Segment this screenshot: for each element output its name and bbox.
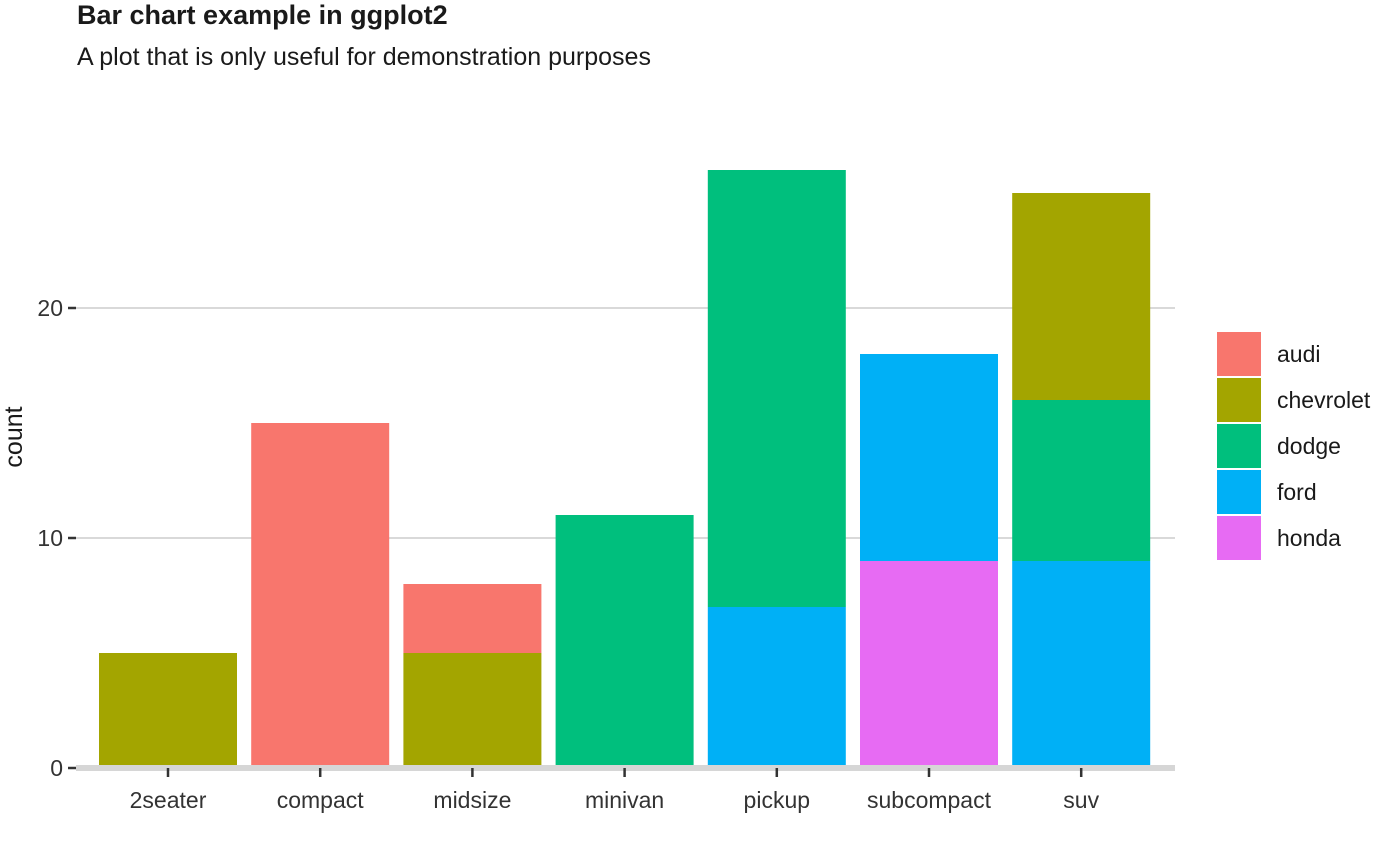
legend-swatch-honda	[1217, 516, 1261, 560]
legend-item-dodge: dodge	[1217, 424, 1341, 468]
chart-subtitle: A plot that is only useful for demonstra…	[77, 43, 651, 71]
bar-subcompact-ford	[860, 354, 998, 561]
legend-label-ford: ford	[1277, 479, 1317, 505]
legend-item-honda: honda	[1217, 516, 1341, 560]
bar-subcompact-honda	[860, 561, 998, 768]
x-tick-label-minivan: minivan	[585, 787, 664, 813]
legend-swatch-ford	[1217, 470, 1261, 514]
x-tick-label-pickup: pickup	[744, 787, 810, 813]
bar-minivan-dodge	[555, 515, 694, 768]
legend-item-chevrolet: chevrolet	[1217, 378, 1371, 422]
bars	[99, 170, 1151, 768]
x-tick-label-suv: suv	[1063, 787, 1099, 813]
legend-label-audi: audi	[1277, 341, 1320, 367]
bar-pickup-ford	[707, 607, 846, 768]
legend-label-chevrolet: chevrolet	[1277, 387, 1371, 413]
x-tick-label-compact: compact	[277, 787, 365, 813]
legend: audi chevrolet dodge ford honda	[1217, 332, 1371, 560]
x-tick-label-midsize: midsize	[433, 787, 511, 813]
legend-item-audi: audi	[1217, 332, 1320, 376]
bar-suv-dodge	[1012, 400, 1151, 561]
legend-swatch-chevrolet	[1217, 378, 1261, 422]
bar-2seater-chevrolet	[99, 653, 237, 768]
bar-midsize-chevrolet	[403, 653, 542, 768]
bar-suv-chevrolet	[1012, 193, 1151, 400]
legend-swatch-audi	[1217, 332, 1261, 376]
y-tick-label-20: 20	[37, 295, 63, 321]
x-tick-label-2seater: 2seater	[130, 787, 207, 813]
legend-swatch-dodge	[1217, 424, 1261, 468]
bar-compact-audi	[251, 423, 390, 768]
legend-label-honda: honda	[1277, 525, 1341, 551]
bar-midsize-audi	[403, 584, 542, 653]
gridlines	[76, 307, 1175, 539]
bar-pickup-dodge	[707, 170, 846, 607]
chart-title: Bar chart example in ggplot2	[77, 0, 448, 30]
x-tick-label-subcompact: subcompact	[867, 787, 992, 813]
bar-suv-ford	[1012, 561, 1151, 768]
legend-item-ford: ford	[1217, 470, 1317, 514]
legend-label-dodge: dodge	[1277, 433, 1341, 459]
axes: 0 10 20 2seater compact midsize minivan pickup s…	[37, 295, 1175, 813]
y-axis-title: count	[0, 406, 28, 467]
y-tick-label-0: 0	[50, 755, 63, 781]
y-tick-label-10: 10	[37, 525, 63, 551]
